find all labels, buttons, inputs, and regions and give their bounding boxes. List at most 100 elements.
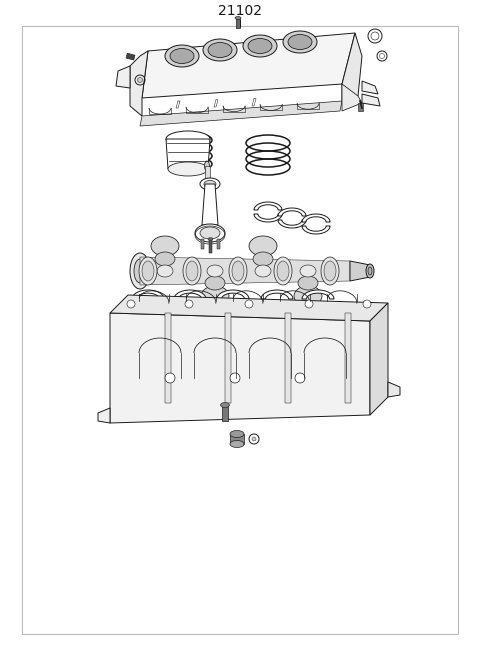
Bar [209,239,212,253]
Ellipse shape [204,180,216,188]
Bar [236,18,240,28]
Polygon shape [306,313,338,322]
Ellipse shape [200,227,220,239]
Polygon shape [285,313,291,403]
Polygon shape [110,295,388,321]
Circle shape [363,300,371,308]
Ellipse shape [183,257,201,285]
Polygon shape [166,139,210,169]
Ellipse shape [166,131,210,147]
Ellipse shape [288,35,312,49]
Ellipse shape [151,236,179,256]
Polygon shape [254,214,282,222]
Ellipse shape [220,403,229,407]
Ellipse shape [230,440,244,447]
Bar [204,166,209,184]
Polygon shape [342,84,362,111]
Polygon shape [110,313,370,423]
Ellipse shape [249,236,277,256]
Ellipse shape [321,257,339,285]
Polygon shape [202,184,218,225]
Ellipse shape [134,259,146,283]
Bar [126,53,135,60]
Ellipse shape [157,265,173,277]
Polygon shape [141,326,169,334]
Bar [201,239,204,249]
Ellipse shape [130,253,150,289]
Polygon shape [217,290,249,299]
Ellipse shape [170,49,194,64]
Ellipse shape [298,276,318,290]
Ellipse shape [232,261,244,281]
Polygon shape [350,261,370,281]
Polygon shape [222,313,254,322]
Ellipse shape [294,286,322,306]
Circle shape [165,373,175,383]
Ellipse shape [324,261,336,281]
Polygon shape [234,326,262,334]
Ellipse shape [142,261,154,281]
Ellipse shape [300,265,316,277]
Polygon shape [302,290,334,299]
Polygon shape [362,81,378,94]
Bar [222,405,228,421]
Polygon shape [225,313,231,403]
Ellipse shape [230,430,244,438]
Circle shape [252,437,256,441]
Ellipse shape [243,35,277,57]
Polygon shape [165,313,171,403]
Circle shape [295,373,305,383]
Polygon shape [130,51,148,116]
Polygon shape [186,326,214,334]
Polygon shape [116,66,130,88]
Polygon shape [278,208,306,216]
Ellipse shape [366,264,374,278]
Ellipse shape [168,162,208,176]
Circle shape [137,77,143,83]
Circle shape [185,300,193,308]
Ellipse shape [203,39,237,61]
Ellipse shape [205,276,225,290]
Polygon shape [302,226,330,234]
Bar [230,434,244,444]
Ellipse shape [201,286,229,306]
Polygon shape [342,33,362,101]
Ellipse shape [253,252,273,266]
Ellipse shape [195,224,225,242]
Text: 21102: 21102 [218,4,262,18]
Ellipse shape [155,252,175,266]
Ellipse shape [208,43,232,58]
Circle shape [230,373,240,383]
Circle shape [127,300,135,308]
Ellipse shape [277,261,289,281]
Ellipse shape [368,267,372,275]
Polygon shape [370,303,388,415]
Polygon shape [302,214,330,222]
Ellipse shape [283,31,317,53]
Ellipse shape [235,16,241,20]
Polygon shape [132,313,164,322]
Ellipse shape [208,237,213,241]
Polygon shape [278,326,306,334]
Bar [216,239,219,249]
Polygon shape [362,94,380,106]
Ellipse shape [204,179,209,189]
Polygon shape [174,290,206,299]
Polygon shape [266,313,298,322]
Polygon shape [261,290,293,299]
Polygon shape [98,408,110,423]
Polygon shape [140,257,350,285]
Polygon shape [278,220,306,228]
Ellipse shape [255,265,271,277]
Ellipse shape [139,257,157,285]
Circle shape [245,300,253,308]
Polygon shape [132,290,164,299]
Ellipse shape [204,161,209,171]
Ellipse shape [165,45,199,67]
Circle shape [305,300,313,308]
Ellipse shape [248,39,272,54]
Polygon shape [254,202,282,210]
Polygon shape [388,382,400,397]
Polygon shape [345,313,351,403]
Ellipse shape [274,257,292,285]
